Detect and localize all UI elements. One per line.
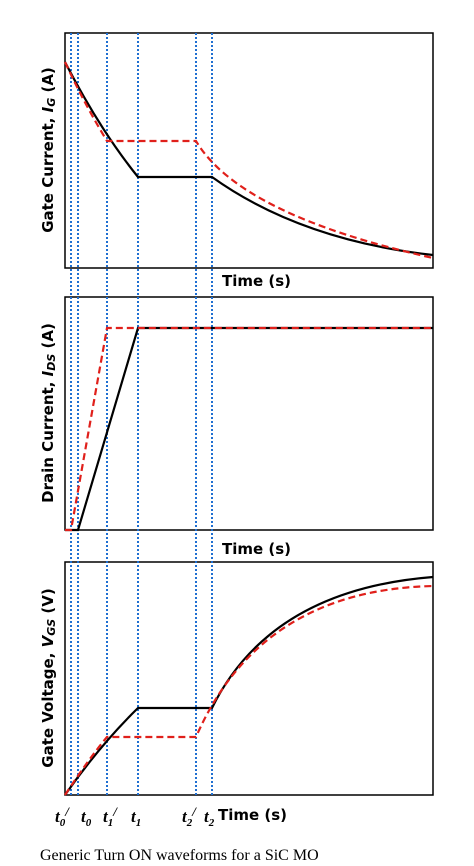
panel-frame — [64, 561, 434, 796]
text-part: t — [204, 807, 210, 826]
text-part: I — [39, 106, 57, 112]
labels: Gate Current, IG (A) Drain Current, IDS … — [39, 67, 292, 824]
gate-current-curve-alt — [64, 61, 434, 260]
text-part: (V) — [39, 588, 57, 619]
text-part: Gate Current, — [39, 112, 57, 232]
text-part: (A) — [39, 67, 57, 98]
panel-frame — [64, 296, 434, 531]
text-part: I — [39, 370, 57, 376]
text-part: 2 — [186, 817, 193, 829]
text-part: 1 — [108, 817, 114, 829]
text-part: / — [64, 804, 70, 819]
gate-voltage-curve-alt — [64, 584, 434, 796]
text-part: / — [112, 804, 118, 819]
text-part: / — [191, 804, 197, 819]
text-part: 2 — [208, 817, 215, 829]
text-part: V — [39, 634, 57, 647]
y-label: Drain Current, IDS (A) — [39, 323, 59, 503]
text-part: Drain Current, — [39, 376, 57, 502]
panel-boxes — [64, 32, 434, 796]
text-part: t — [182, 807, 188, 826]
drain-current-curve — [65, 326, 433, 532]
text-part: 0 — [86, 817, 92, 829]
y-label: Gate Current, IG (A) — [39, 67, 59, 233]
time-mark: t2 — [204, 807, 215, 829]
text-part: t — [103, 807, 109, 826]
gate-current-curve — [64, 61, 434, 257]
waveforms — [64, 61, 434, 796]
x-label: Time (s) — [222, 540, 291, 558]
gate-voltage-curve — [64, 575, 434, 796]
time-mark: t0/ — [55, 804, 70, 829]
x-label: Time (s) — [218, 806, 287, 824]
caption: Generic Turn ON waveforms for a SiC MO — [40, 847, 319, 864]
text-part: G — [45, 98, 58, 107]
time-mark: t1 — [131, 807, 141, 829]
x-label: Time (s) — [222, 272, 291, 290]
text-part: t — [55, 807, 61, 826]
panel-frame — [64, 32, 434, 269]
text-part: DS — [45, 354, 58, 371]
time-mark: t2/ — [182, 804, 197, 829]
text-part: GS — [45, 619, 58, 636]
text-part: t — [81, 807, 87, 826]
text-part: (A) — [39, 323, 57, 354]
text-part: t — [131, 807, 137, 826]
time-mark: t0 — [81, 807, 92, 829]
time-marks: t0/ t0 t1/ t1 t2/ t2 — [55, 804, 215, 829]
drain-current-curve-alt — [65, 326, 433, 532]
y-label: Gate Voltage, VGS (V) — [39, 588, 59, 767]
time-mark: t1/ — [103, 804, 118, 829]
text-part: Gate Voltage, — [39, 647, 57, 767]
time-lines — [70, 33, 213, 795]
text-part: 0 — [60, 817, 66, 829]
text-part: 1 — [136, 817, 142, 829]
